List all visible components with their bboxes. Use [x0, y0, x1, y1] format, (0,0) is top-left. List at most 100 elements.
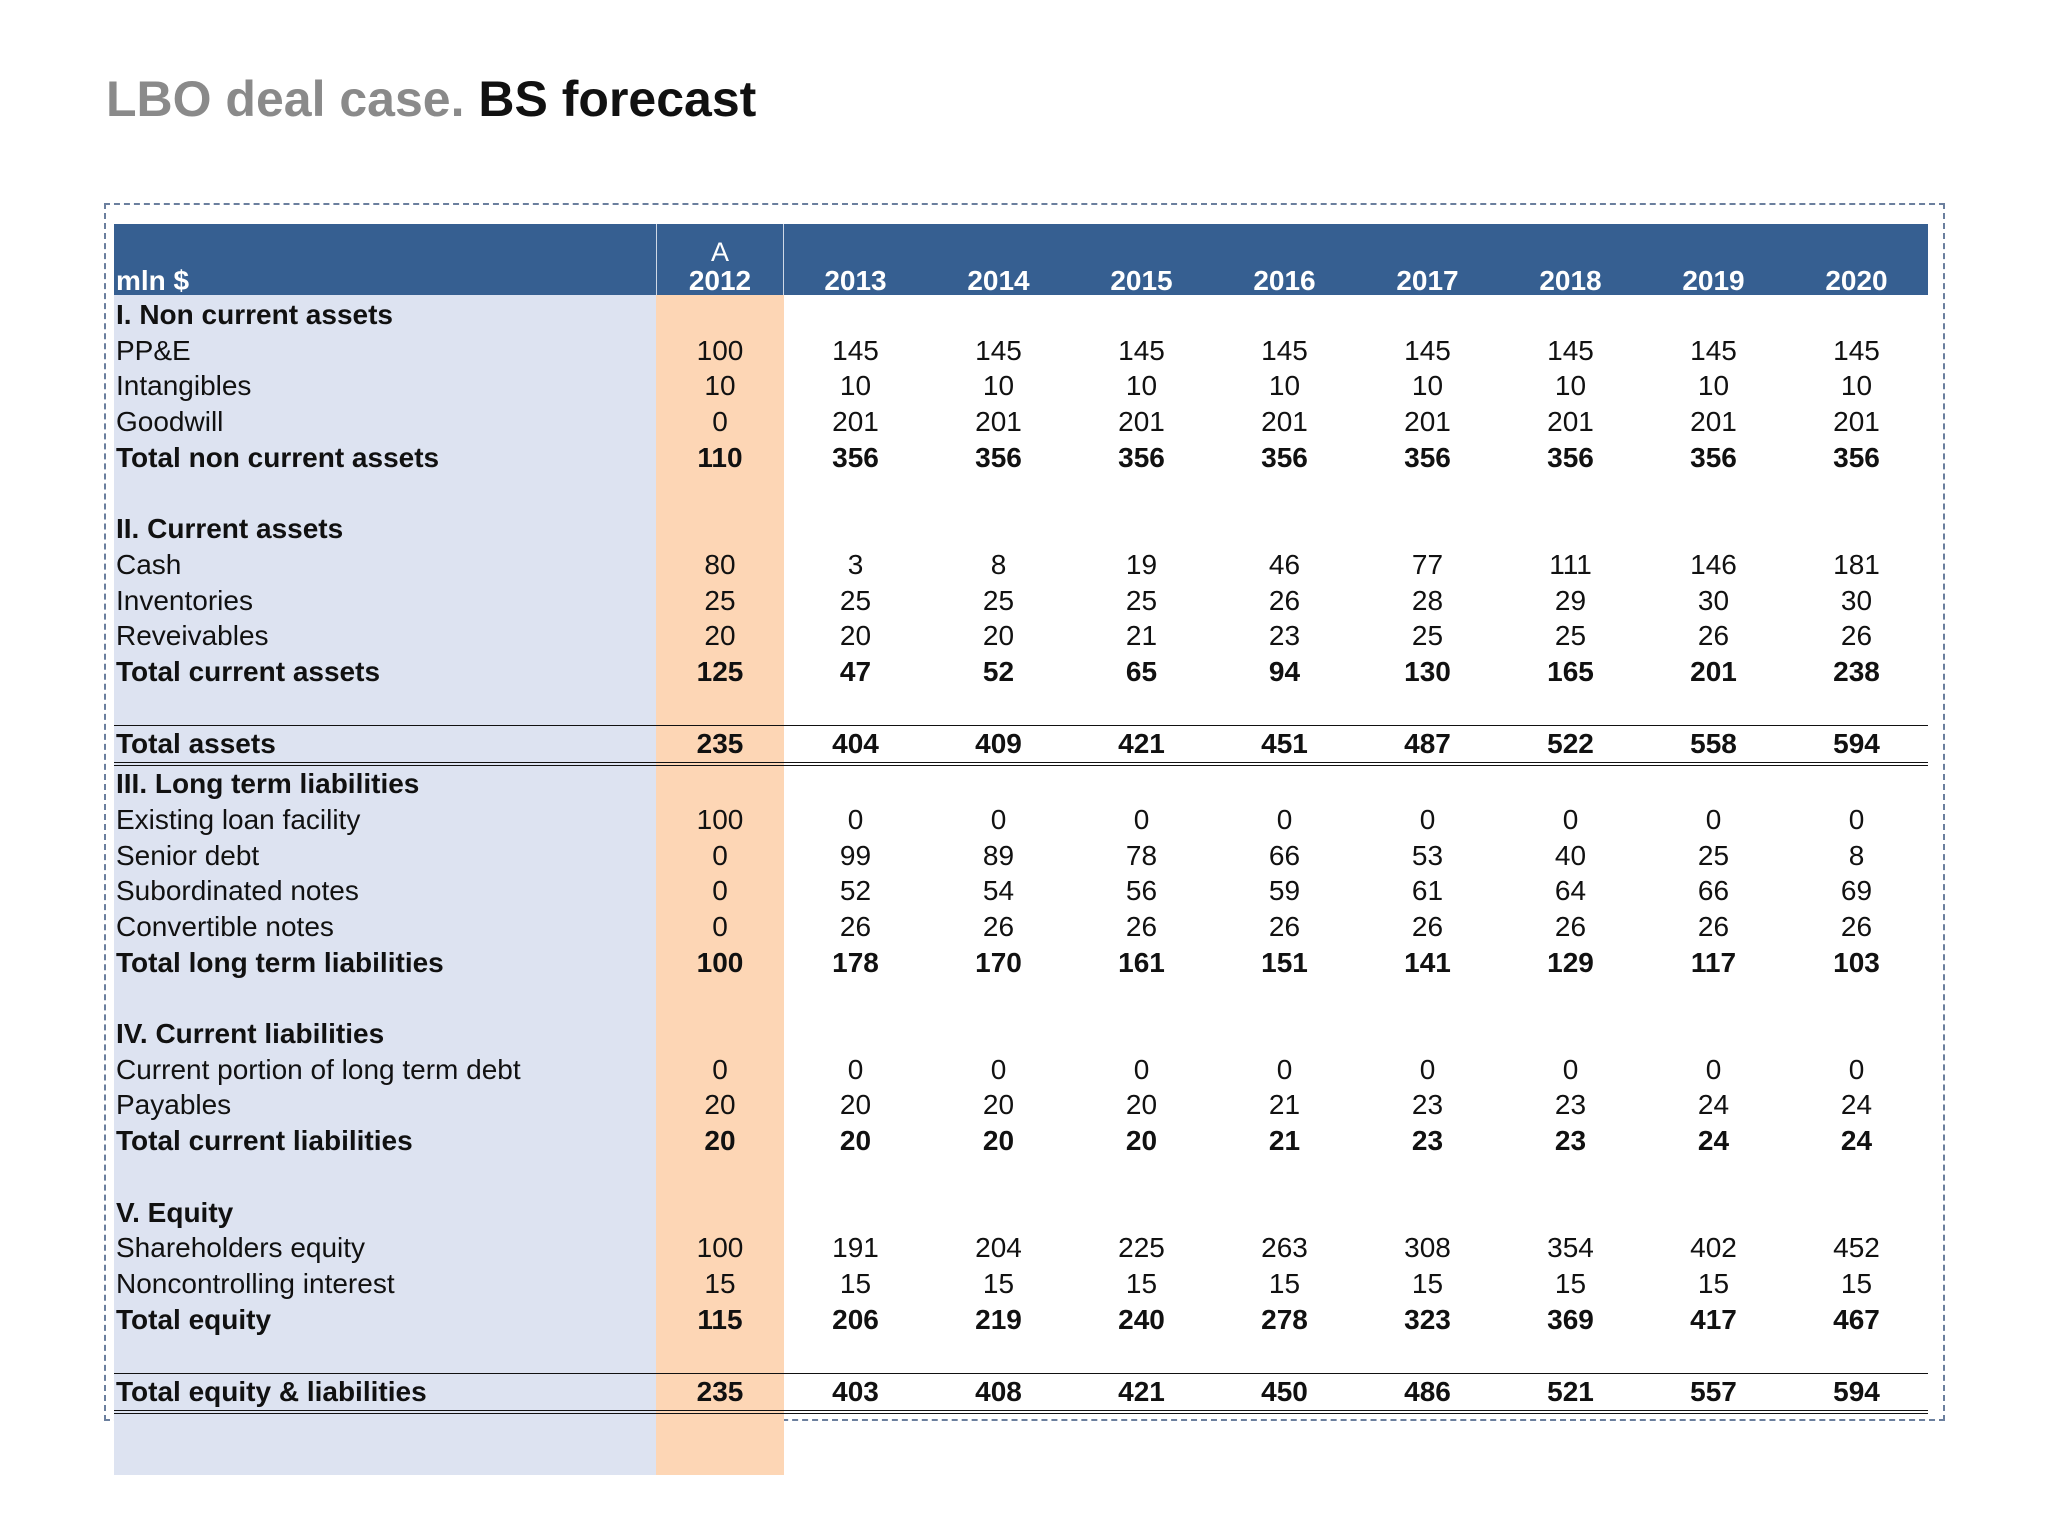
cell-2018 [1499, 1159, 1642, 1195]
cell-2018: 521 [1499, 1373, 1642, 1414]
cell-2013 [784, 297, 927, 333]
cell-2019 [1642, 1195, 1785, 1231]
cell-2016 [1213, 511, 1356, 547]
cell-2018 [1499, 1337, 1642, 1373]
cell-2015 [1070, 511, 1213, 547]
cell-2016: 450 [1213, 1373, 1356, 1414]
cell-2017: 356 [1404, 441, 1451, 473]
cell-2014 [927, 764, 1070, 802]
cell-2014: 20 [982, 620, 1015, 652]
cell-2017 [1356, 1195, 1499, 1231]
actual-marker: A [710, 237, 729, 267]
row-label: Senior debt [116, 839, 260, 871]
cell-2017: 486 [1356, 1373, 1499, 1414]
cell-2015 [1070, 980, 1213, 1016]
cell-2015: 56 [1125, 875, 1158, 907]
cell-2015: 20 [1125, 1125, 1158, 1157]
cell-2014 [927, 1195, 1070, 1231]
table-row: Noncontrolling interest 15 15 15 15 15 15 15 15 1… [114, 1266, 1928, 1302]
cell-2019: 26 [1697, 910, 1730, 942]
cell-2014: 15 [982, 1267, 1015, 1299]
cell-2012: 0 [712, 406, 728, 438]
cell-2017: 28 [1411, 584, 1444, 616]
cell-2020: 238 [1833, 656, 1880, 688]
table-row: Inventories 25 25 25 25 26 28 29 30 30 [114, 583, 1928, 619]
cell-2017 [1356, 1159, 1499, 1195]
cell-2016 [1213, 980, 1356, 1016]
cell-2016: 145 [1261, 334, 1308, 366]
cell-2016 [1213, 297, 1356, 333]
cell-2012: 0 [712, 875, 728, 907]
cell-2012: 125 [696, 656, 744, 688]
cell-2016: 263 [1261, 1232, 1308, 1264]
cell-2013: 201 [832, 406, 879, 438]
header-year-2012: A 2012 [656, 224, 784, 297]
cell-2018 [1499, 297, 1642, 333]
cell-2014 [927, 476, 1070, 512]
cell-2012: 235 [656, 1373, 784, 1414]
label-column-shading [114, 295, 656, 1475]
cell-2015: 421 [1070, 725, 1213, 767]
row-label: Convertible notes [116, 910, 334, 942]
cell-2014: 26 [982, 910, 1015, 942]
header-year-2014: 2014 [967, 265, 1030, 296]
table-row: Convertible notes 0 26 26 26 26 26 26 26 26 [114, 909, 1928, 945]
cell-2019 [1642, 476, 1785, 512]
cell-2014 [927, 980, 1070, 1016]
cell-2012: 0 [712, 1053, 728, 1085]
cell-2017: 10 [1411, 370, 1444, 402]
cell-2017: 61 [1411, 875, 1444, 907]
cell-2015: 65 [1125, 656, 1158, 688]
cell-2015: 20 [1125, 1089, 1158, 1121]
cell-2014: 52 [982, 656, 1015, 688]
cell-2020: 69 [1840, 875, 1873, 907]
cell-2017 [1356, 511, 1499, 547]
cell-2016: 66 [1268, 839, 1301, 871]
cell-2019: 201 [1690, 656, 1737, 688]
spacer-row [114, 476, 1928, 512]
cell-2019: 0 [1705, 1053, 1722, 1085]
cell-2018: 25 [1554, 620, 1587, 652]
cell-2017: 323 [1404, 1303, 1451, 1335]
row-label: II. Current assets [116, 513, 344, 545]
cell-2013: 47 [839, 656, 872, 688]
cell-2014: 201 [975, 406, 1022, 438]
cell-2017: 141 [1404, 946, 1451, 978]
row-label: III. Long term liabilities [116, 768, 420, 800]
cell-2012: 0 [712, 839, 728, 871]
row-label: IV. Current liabilities [116, 1018, 385, 1050]
cell-2012: 100 [696, 803, 744, 835]
section-header-row: IV. Current liabilities [114, 1016, 1928, 1052]
cell-2018 [1499, 511, 1642, 547]
cell-2015: 15 [1125, 1267, 1158, 1299]
cell-2013: 356 [832, 441, 879, 473]
cell-2013: 178 [832, 946, 879, 978]
table-row: Subordinated notes 0 52 54 56 59 61 64 66 69 [114, 873, 1928, 909]
row-label [114, 476, 656, 512]
cell-2016: 356 [1261, 441, 1308, 473]
section-header-row: V. Equity [114, 1195, 1928, 1231]
cell-2016: 15 [1268, 1267, 1301, 1299]
cell-2018: 129 [1547, 946, 1594, 978]
cell-2018: 40 [1554, 839, 1587, 871]
cell-2020 [1785, 1337, 1928, 1373]
cell-2020 [1785, 511, 1928, 547]
cell-2019: 66 [1697, 875, 1730, 907]
table-row: Reveivables 20 20 20 21 23 25 25 26 26 [114, 618, 1928, 654]
row-label: Total equity & liabilities [114, 1373, 656, 1414]
cell-2019: 24 [1697, 1089, 1730, 1121]
row-label: I. Non current assets [116, 299, 393, 330]
cell-2019 [1642, 511, 1785, 547]
cell-2018: 354 [1547, 1232, 1594, 1264]
cell-2013: 0 [847, 803, 864, 835]
cell-2016 [1213, 1337, 1356, 1373]
row-label [114, 690, 656, 726]
cell-2015: 225 [1118, 1232, 1165, 1264]
cell-2013: 20 [839, 1125, 872, 1157]
cell-2019: 356 [1690, 441, 1737, 473]
cell-2012: 80 [704, 548, 736, 580]
cell-2020: 103 [1833, 946, 1880, 978]
bs-forecast-table: mln $ A 2012 2013 2014 2015 2016 2017 20… [114, 224, 1928, 1414]
cell-2012 [656, 1195, 784, 1231]
cell-2017: 25 [1411, 620, 1444, 652]
